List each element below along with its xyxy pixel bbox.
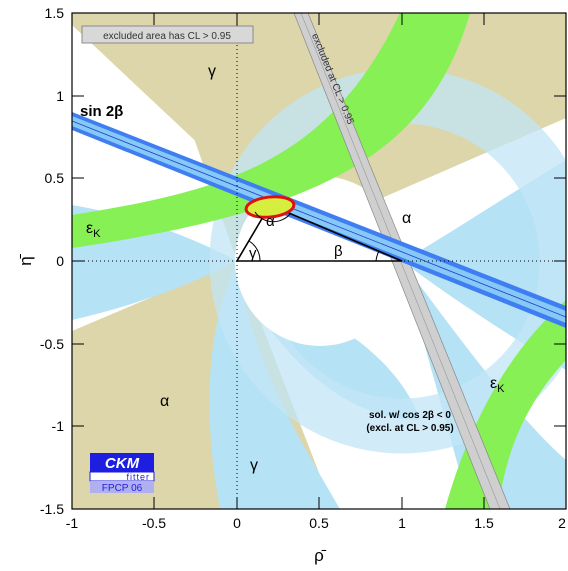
triangle-beta-label: β (334, 243, 343, 260)
y-tick-labels: 1.5 1 0.5 0 -0.5 -1 -1.5 (40, 5, 64, 517)
alpha-arc (254, 211, 291, 223)
logo-fitter-text: fitter (126, 472, 150, 482)
logo-conf-text: FPCP 06 (102, 483, 143, 494)
x-tick-label: 1.5 (474, 515, 494, 531)
y-tick-label: -1.5 (40, 501, 64, 517)
triangle-gamma-label: γ (249, 245, 257, 262)
sol-note-line2: (excl. at CL > 0.95) (366, 423, 453, 434)
gamma-region-upper-left (72, 13, 205, 150)
y-tick-label: 1 (56, 88, 64, 104)
y-axis-title: η̄ (16, 253, 35, 265)
excluded-note: excluded area has CL > 0.95 (103, 31, 231, 42)
logo-conf-box (90, 481, 154, 493)
logo-ckm-box (90, 453, 154, 472)
x-tick-label: 2 (558, 515, 566, 531)
gamma-label-upper: γ (208, 63, 216, 80)
alpha-label-right: α (402, 210, 411, 227)
alpha-region-right (402, 160, 566, 370)
x-tick-label: -0.5 (142, 515, 166, 531)
epsk-label-right: εK (490, 375, 505, 395)
alpha-label-lower: α (160, 393, 169, 410)
sin2b-label: sin 2β (80, 103, 123, 120)
ckmfitter-logo: CKM fitter FPCP 06 (89, 453, 155, 494)
excluded-note-box (81, 25, 254, 44)
logo-ckm-text: CKM (105, 455, 140, 472)
sol-note-line1: sol. w/ cos 2β < 0 (369, 410, 451, 421)
y-tick-label: 0 (56, 253, 64, 269)
tick-marks (71, 12, 566, 510)
gamma-label-lower: γ (250, 457, 258, 474)
gamma-arc (248, 240, 261, 262)
triangle-alpha-label: α (266, 213, 275, 230)
epsk-band-upper (72, 13, 470, 248)
x-tick-label: -1 (66, 515, 79, 531)
x-tick-label: 0 (233, 515, 241, 531)
ckm-fit-ellipse (244, 195, 296, 219)
x-tick-label: 1 (398, 515, 406, 531)
y-tick-label: 1.5 (45, 5, 65, 21)
sin2b-band-line (72, 120, 566, 318)
epsk-label-left: εK (86, 220, 101, 240)
x-tick-label: 0.5 (309, 515, 329, 531)
x-axis-title: ρ̄ (314, 546, 327, 565)
sin2b-band-inner (72, 116, 566, 323)
x-tick-labels: -1 -0.5 0 0.5 1 1.5 2 (66, 515, 566, 531)
y-tick-label: -0.5 (40, 336, 64, 352)
alpha-region-lower-ring (209, 261, 420, 509)
unitarity-triangle (235, 203, 403, 262)
y-tick-label: 0.5 (45, 170, 65, 186)
y-tick-label: -1 (52, 418, 65, 434)
